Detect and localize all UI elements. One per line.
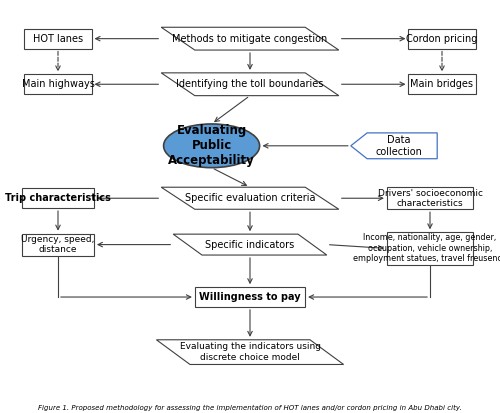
FancyBboxPatch shape bbox=[22, 188, 94, 208]
Text: Income, nationality, age, gender,
occupation, vehicle ownership,
employment stat: Income, nationality, age, gender, occupa… bbox=[353, 233, 500, 263]
Polygon shape bbox=[156, 340, 344, 364]
Text: HOT lanes: HOT lanes bbox=[33, 33, 83, 44]
Text: Methods to mitigate congestion: Methods to mitigate congestion bbox=[172, 33, 328, 44]
Text: Main highways: Main highways bbox=[22, 79, 95, 89]
Text: Specific evaluation criteria: Specific evaluation criteria bbox=[185, 193, 316, 203]
Text: Cordon pricing: Cordon pricing bbox=[406, 33, 478, 44]
Polygon shape bbox=[351, 133, 437, 159]
Polygon shape bbox=[161, 187, 339, 209]
Text: Evaluating the indicators using
discrete choice model: Evaluating the indicators using discrete… bbox=[180, 342, 320, 362]
Ellipse shape bbox=[164, 124, 260, 168]
FancyBboxPatch shape bbox=[387, 232, 473, 265]
Text: Data
collection: Data collection bbox=[376, 135, 422, 157]
Text: Urgency, speed,
distance: Urgency, speed, distance bbox=[22, 235, 95, 254]
Text: Willingness to pay: Willingness to pay bbox=[199, 292, 301, 302]
FancyBboxPatch shape bbox=[22, 234, 94, 256]
FancyBboxPatch shape bbox=[24, 29, 92, 49]
FancyBboxPatch shape bbox=[408, 74, 476, 94]
FancyBboxPatch shape bbox=[195, 287, 305, 307]
Polygon shape bbox=[161, 73, 339, 96]
Polygon shape bbox=[161, 27, 339, 50]
FancyBboxPatch shape bbox=[408, 29, 476, 49]
Text: Main bridges: Main bridges bbox=[410, 79, 474, 89]
Text: Trip characteristics: Trip characteristics bbox=[5, 193, 111, 203]
Text: Identifying the toll boundaries: Identifying the toll boundaries bbox=[176, 79, 324, 89]
Text: Drivers' socioeconomic
characteristics: Drivers' socioeconomic characteristics bbox=[378, 189, 482, 208]
Text: Figure 1. Proposed methodology for assessing the implementation of HOT lanes and: Figure 1. Proposed methodology for asses… bbox=[38, 405, 462, 411]
FancyBboxPatch shape bbox=[387, 187, 473, 209]
Polygon shape bbox=[173, 234, 327, 255]
Text: Evaluating
Public
Acceptability: Evaluating Public Acceptability bbox=[168, 124, 255, 167]
FancyBboxPatch shape bbox=[24, 74, 92, 94]
Text: Specific indicators: Specific indicators bbox=[206, 240, 294, 249]
